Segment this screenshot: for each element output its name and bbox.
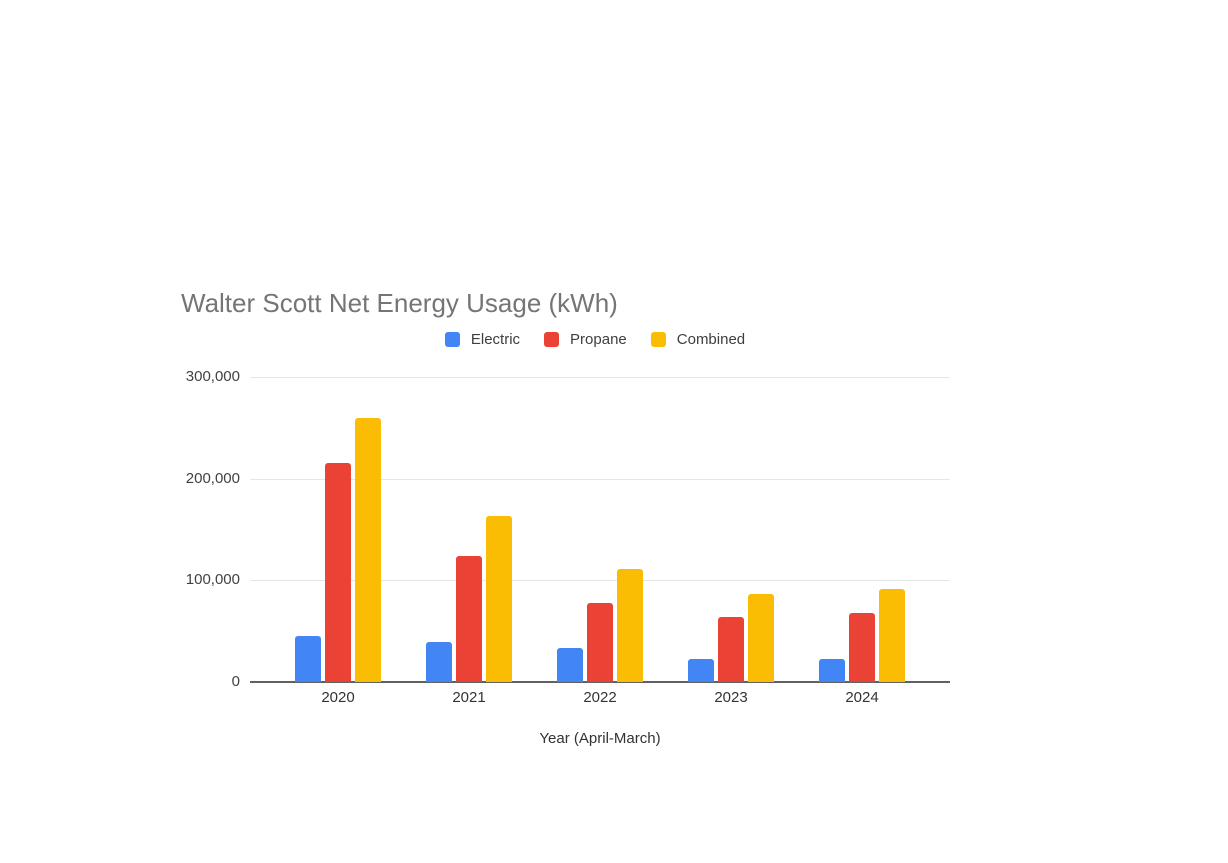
bar-electric-2020[interactable] — [295, 636, 321, 682]
gridline — [250, 377, 950, 378]
bar-electric-2021[interactable] — [426, 642, 452, 682]
bar-group-2024 — [819, 377, 905, 682]
x-axis-tick-label: 2024 — [845, 689, 879, 706]
bar-group-2021 — [426, 377, 512, 682]
bar-propane-2022[interactable] — [587, 602, 613, 682]
legend-label: Electric — [470, 330, 521, 348]
x-axis-tick-label: 2021 — [452, 689, 486, 706]
bar-electric-2022[interactable] — [557, 648, 583, 682]
y-axis-tick-label: 200,000 — [185, 469, 240, 487]
bar-propane-2021[interactable] — [456, 555, 482, 682]
gridline — [250, 580, 950, 582]
bar-propane-2024[interactable] — [849, 612, 875, 682]
bar-group-2020 — [295, 377, 381, 682]
legend-item-propane[interactable]: Propane — [544, 331, 627, 348]
x-axis-tick-label: 2022 — [583, 689, 617, 706]
x-axis-line — [250, 681, 950, 683]
bar-propane-2023[interactable] — [718, 616, 744, 682]
legend-swatch-combined-icon — [650, 331, 666, 347]
bar-combined-2024[interactable] — [879, 589, 905, 682]
plot-area — [250, 377, 950, 683]
bar-electric-2024[interactable] — [819, 658, 845, 682]
legend-swatch-electric-icon — [444, 331, 460, 347]
legend-swatch-propane-icon — [544, 331, 560, 347]
legend-item-combined[interactable]: Combined — [650, 330, 746, 348]
legend-item-electric[interactable]: Electric — [444, 330, 521, 348]
bar-propane-2020[interactable] — [325, 463, 351, 682]
x-axis-tick-label: 2023 — [714, 689, 748, 706]
y-axis-tick-label: 100,000 — [185, 571, 240, 589]
bar-combined-2020[interactable] — [355, 417, 381, 682]
y-axis-tick-label: 300,000 — [185, 368, 240, 385]
legend-label: Combined — [676, 330, 746, 348]
bar-combined-2023[interactable] — [748, 593, 774, 682]
bar-electric-2023[interactable] — [688, 658, 714, 682]
x-axis-title: Year (April-March) — [539, 730, 661, 747]
bar-combined-2022[interactable] — [617, 569, 643, 682]
bar-combined-2021[interactable] — [486, 516, 512, 682]
y-axis-tick-label: 0 — [231, 673, 240, 690]
bar-group-2022 — [557, 377, 643, 682]
bar-group-2023 — [688, 377, 774, 682]
legend-label: Propane — [570, 330, 627, 348]
chart-legend: Electric Propane Combined — [245, 330, 945, 348]
x-axis-tick-label: 2020 — [321, 689, 355, 706]
chart-title: Walter Scott Net Energy Usage (kWh) — [181, 288, 618, 318]
gridline — [250, 478, 950, 480]
